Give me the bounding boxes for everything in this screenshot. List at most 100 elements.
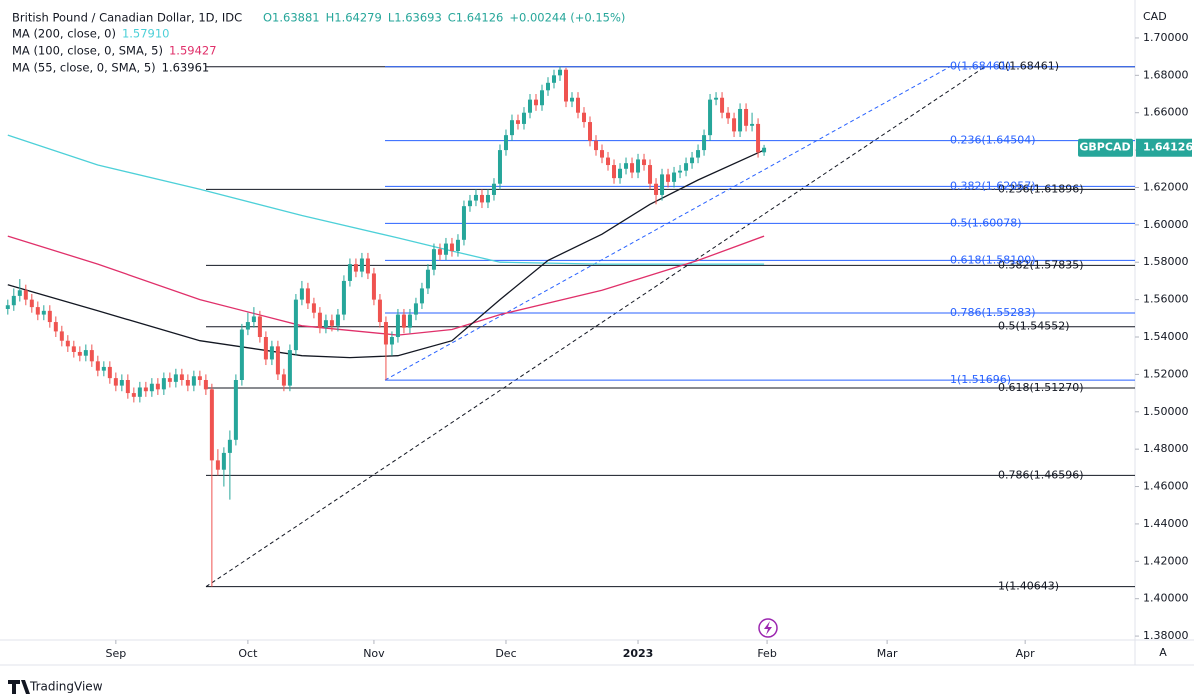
candle-body xyxy=(515,120,520,124)
candle-body xyxy=(281,374,286,386)
fib-label: 0.5(1.60078) xyxy=(950,216,1022,229)
x-tick-label: Apr xyxy=(1016,647,1036,660)
x-tick-label: Oct xyxy=(238,647,258,660)
y-tick-label: 1.54000 xyxy=(1143,330,1189,343)
candle-body xyxy=(437,249,442,255)
y-tick-label: 1.50000 xyxy=(1143,405,1189,418)
fib-label: 1(1.51696) xyxy=(950,373,1011,386)
candle-body xyxy=(155,383,160,390)
candle-body xyxy=(636,159,641,173)
x-tick-label: Dec xyxy=(495,647,516,660)
brand-name: TradingView xyxy=(29,680,103,694)
candle-body xyxy=(287,350,292,386)
candle-body xyxy=(275,346,280,375)
candle-body xyxy=(551,75,556,83)
auto-scale-label[interactable]: A xyxy=(1159,646,1167,659)
header-value: H1.64279 xyxy=(326,11,382,25)
y-tick-label: 1.62000 xyxy=(1143,180,1189,193)
candle-body xyxy=(323,320,328,328)
x-tick-label: Feb xyxy=(757,647,776,660)
candle-body xyxy=(221,452,226,470)
candle-body xyxy=(726,112,731,119)
candle-body xyxy=(738,108,743,132)
candle-body xyxy=(624,163,629,169)
fib-label: 0.236(1.64504) xyxy=(950,134,1036,147)
candle-body xyxy=(53,322,58,332)
ma-legend-name: MA (55, close, 0, SMA, 5) xyxy=(12,61,156,75)
plot-area xyxy=(5,66,1135,588)
candle-body xyxy=(203,380,208,390)
candle-body xyxy=(347,264,352,281)
candle-body xyxy=(570,97,575,102)
y-tick-label: 1.52000 xyxy=(1143,367,1189,380)
candle-body xyxy=(461,206,466,240)
candle-body xyxy=(119,380,124,386)
candle-body xyxy=(678,170,683,173)
candle-body xyxy=(47,310,52,323)
y-tick-label: 1.56000 xyxy=(1143,293,1189,306)
candle-body xyxy=(269,346,274,360)
candle-body xyxy=(359,258,364,272)
header-values: O1.63881 H1.64279 L1.63693 C1.64126 +0.00244… xyxy=(263,11,625,25)
fib-label: 0.236(1.61896) xyxy=(998,182,1084,195)
ma-line xyxy=(7,149,765,359)
candle-body xyxy=(503,135,508,151)
candle-body xyxy=(113,378,118,386)
candle-body xyxy=(89,350,94,362)
candle-body xyxy=(750,123,755,126)
candle-body xyxy=(666,174,671,182)
candle-body xyxy=(329,320,334,326)
candle-body xyxy=(125,380,130,394)
candle-body xyxy=(59,331,64,341)
y-tick-label: 1.38000 xyxy=(1143,629,1189,642)
fib-label: 0.382(1.62057) xyxy=(950,179,1036,192)
candle-body xyxy=(101,366,106,371)
ma-line xyxy=(7,134,765,265)
y-tick-label: 1.70000 xyxy=(1143,31,1189,44)
candle-body xyxy=(143,387,148,392)
candle-body xyxy=(431,249,436,270)
candle-body xyxy=(419,288,424,304)
candle-body xyxy=(509,120,514,136)
candle-body xyxy=(594,140,599,151)
candle-body xyxy=(588,122,593,141)
fib-label: 0(1.68461) xyxy=(998,60,1059,73)
candle-body xyxy=(197,376,202,380)
auto-scale-button[interactable] xyxy=(1153,644,1173,662)
candle-body xyxy=(648,165,653,184)
candle-body xyxy=(161,378,166,390)
candle-body xyxy=(371,273,376,300)
candle-body xyxy=(600,150,605,158)
header-change: +0.00244 (+0.15%) xyxy=(509,11,625,25)
candle-body xyxy=(239,329,244,380)
candle-body xyxy=(557,69,562,76)
candle-body xyxy=(449,243,454,252)
candle-body xyxy=(744,108,749,126)
candle-body xyxy=(137,387,142,397)
fib-label: 0.786(1.55283) xyxy=(950,306,1036,319)
candle-body xyxy=(389,337,394,345)
currency-label: CAD xyxy=(1143,10,1167,23)
candle-body xyxy=(191,376,196,386)
fib-trend-line xyxy=(384,66,951,381)
candle-body xyxy=(606,157,611,166)
candle-body xyxy=(732,118,737,132)
candle-body xyxy=(167,378,172,382)
y-tick-label: 1.44000 xyxy=(1143,517,1189,530)
candle-body xyxy=(401,314,406,328)
candle-body xyxy=(395,314,400,338)
candle-body xyxy=(443,243,448,255)
symbol-tag xyxy=(1078,138,1133,157)
candle-body xyxy=(365,258,370,274)
candle-body xyxy=(485,194,490,203)
candle-body xyxy=(227,439,232,453)
y-tick-label: 1.66000 xyxy=(1143,106,1189,119)
candle-body xyxy=(107,366,112,379)
ma-legend-value: 1.59427 xyxy=(169,44,217,58)
candle-body xyxy=(305,288,310,304)
candle-body xyxy=(407,314,412,328)
candle-body xyxy=(293,299,298,351)
candle-body xyxy=(756,123,761,153)
price-tag xyxy=(1136,138,1192,157)
